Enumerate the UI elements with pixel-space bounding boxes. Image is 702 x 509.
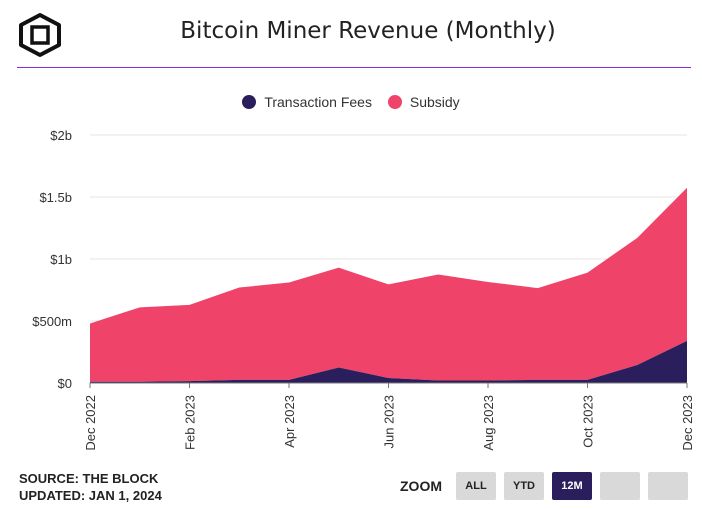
source-text: SOURCE: THE BLOCK xyxy=(19,471,159,486)
updated-text: UPDATED: JAN 1, 2024 xyxy=(19,488,162,503)
fees-area xyxy=(90,340,687,383)
revenue-chart: $0 $500m $1b $1.5b $2b Dec 2022 Feb 2023 Apr 20… xyxy=(32,128,695,451)
page-title: Bitcoin Miner Revenue (Monthly) xyxy=(180,18,556,44)
zoom-all-button[interactable]: ALL xyxy=(456,472,496,500)
subsidy-area xyxy=(90,187,687,382)
the-block-logo-icon xyxy=(19,13,61,57)
zoom-ytd-button[interactable]: YTD xyxy=(504,472,544,500)
x-tick-label-0: Dec 2022 xyxy=(83,395,98,451)
x-tick-label-4: Aug 2023 xyxy=(481,395,496,451)
x-tick-label-3: Jun 2023 xyxy=(382,395,397,449)
legend-dot-subsidy xyxy=(387,95,402,109)
x-tick-label-6: Dec 2023 xyxy=(680,395,695,451)
zoom-blank-button-1[interactable] xyxy=(600,472,640,500)
x-tick-label-5: Oct 2023 xyxy=(581,395,596,448)
x-tick-label-1: Feb 2023 xyxy=(183,395,198,450)
x-tick-label-2: Apr 2023 xyxy=(282,395,297,448)
zoom-12m-button[interactable]: 12M xyxy=(552,472,592,500)
legend-item-fees[interactable]: Transaction Fees xyxy=(242,94,372,110)
header-divider xyxy=(17,67,691,68)
y-tick-label-3: $1.5b xyxy=(39,190,72,205)
y-tick-label-4: $2b xyxy=(50,128,72,143)
legend-label-fees: Transaction Fees xyxy=(264,94,372,110)
header: Bitcoin Miner Revenue (Monthly) xyxy=(0,0,702,68)
zoom-label: ZOOM xyxy=(400,478,442,494)
legend: Transaction Fees Subsidy xyxy=(0,94,702,112)
legend-label-subsidy: Subsidy xyxy=(409,94,460,110)
y-tick-label-1: $500m xyxy=(32,314,72,329)
legend-item-subsidy[interactable]: Subsidy xyxy=(387,94,460,110)
y-tick-label-2: $1b xyxy=(50,252,72,267)
legend-dot-fees xyxy=(242,95,257,109)
y-tick-label-0: $0 xyxy=(58,376,72,391)
source-note: SOURCE: THE BLOCK UPDATED: JAN 1, 2024 xyxy=(19,470,162,504)
zoom-blank-button-2[interactable] xyxy=(648,472,688,500)
zoom-controls: ZOOM ALL YTD 12M xyxy=(400,472,696,500)
